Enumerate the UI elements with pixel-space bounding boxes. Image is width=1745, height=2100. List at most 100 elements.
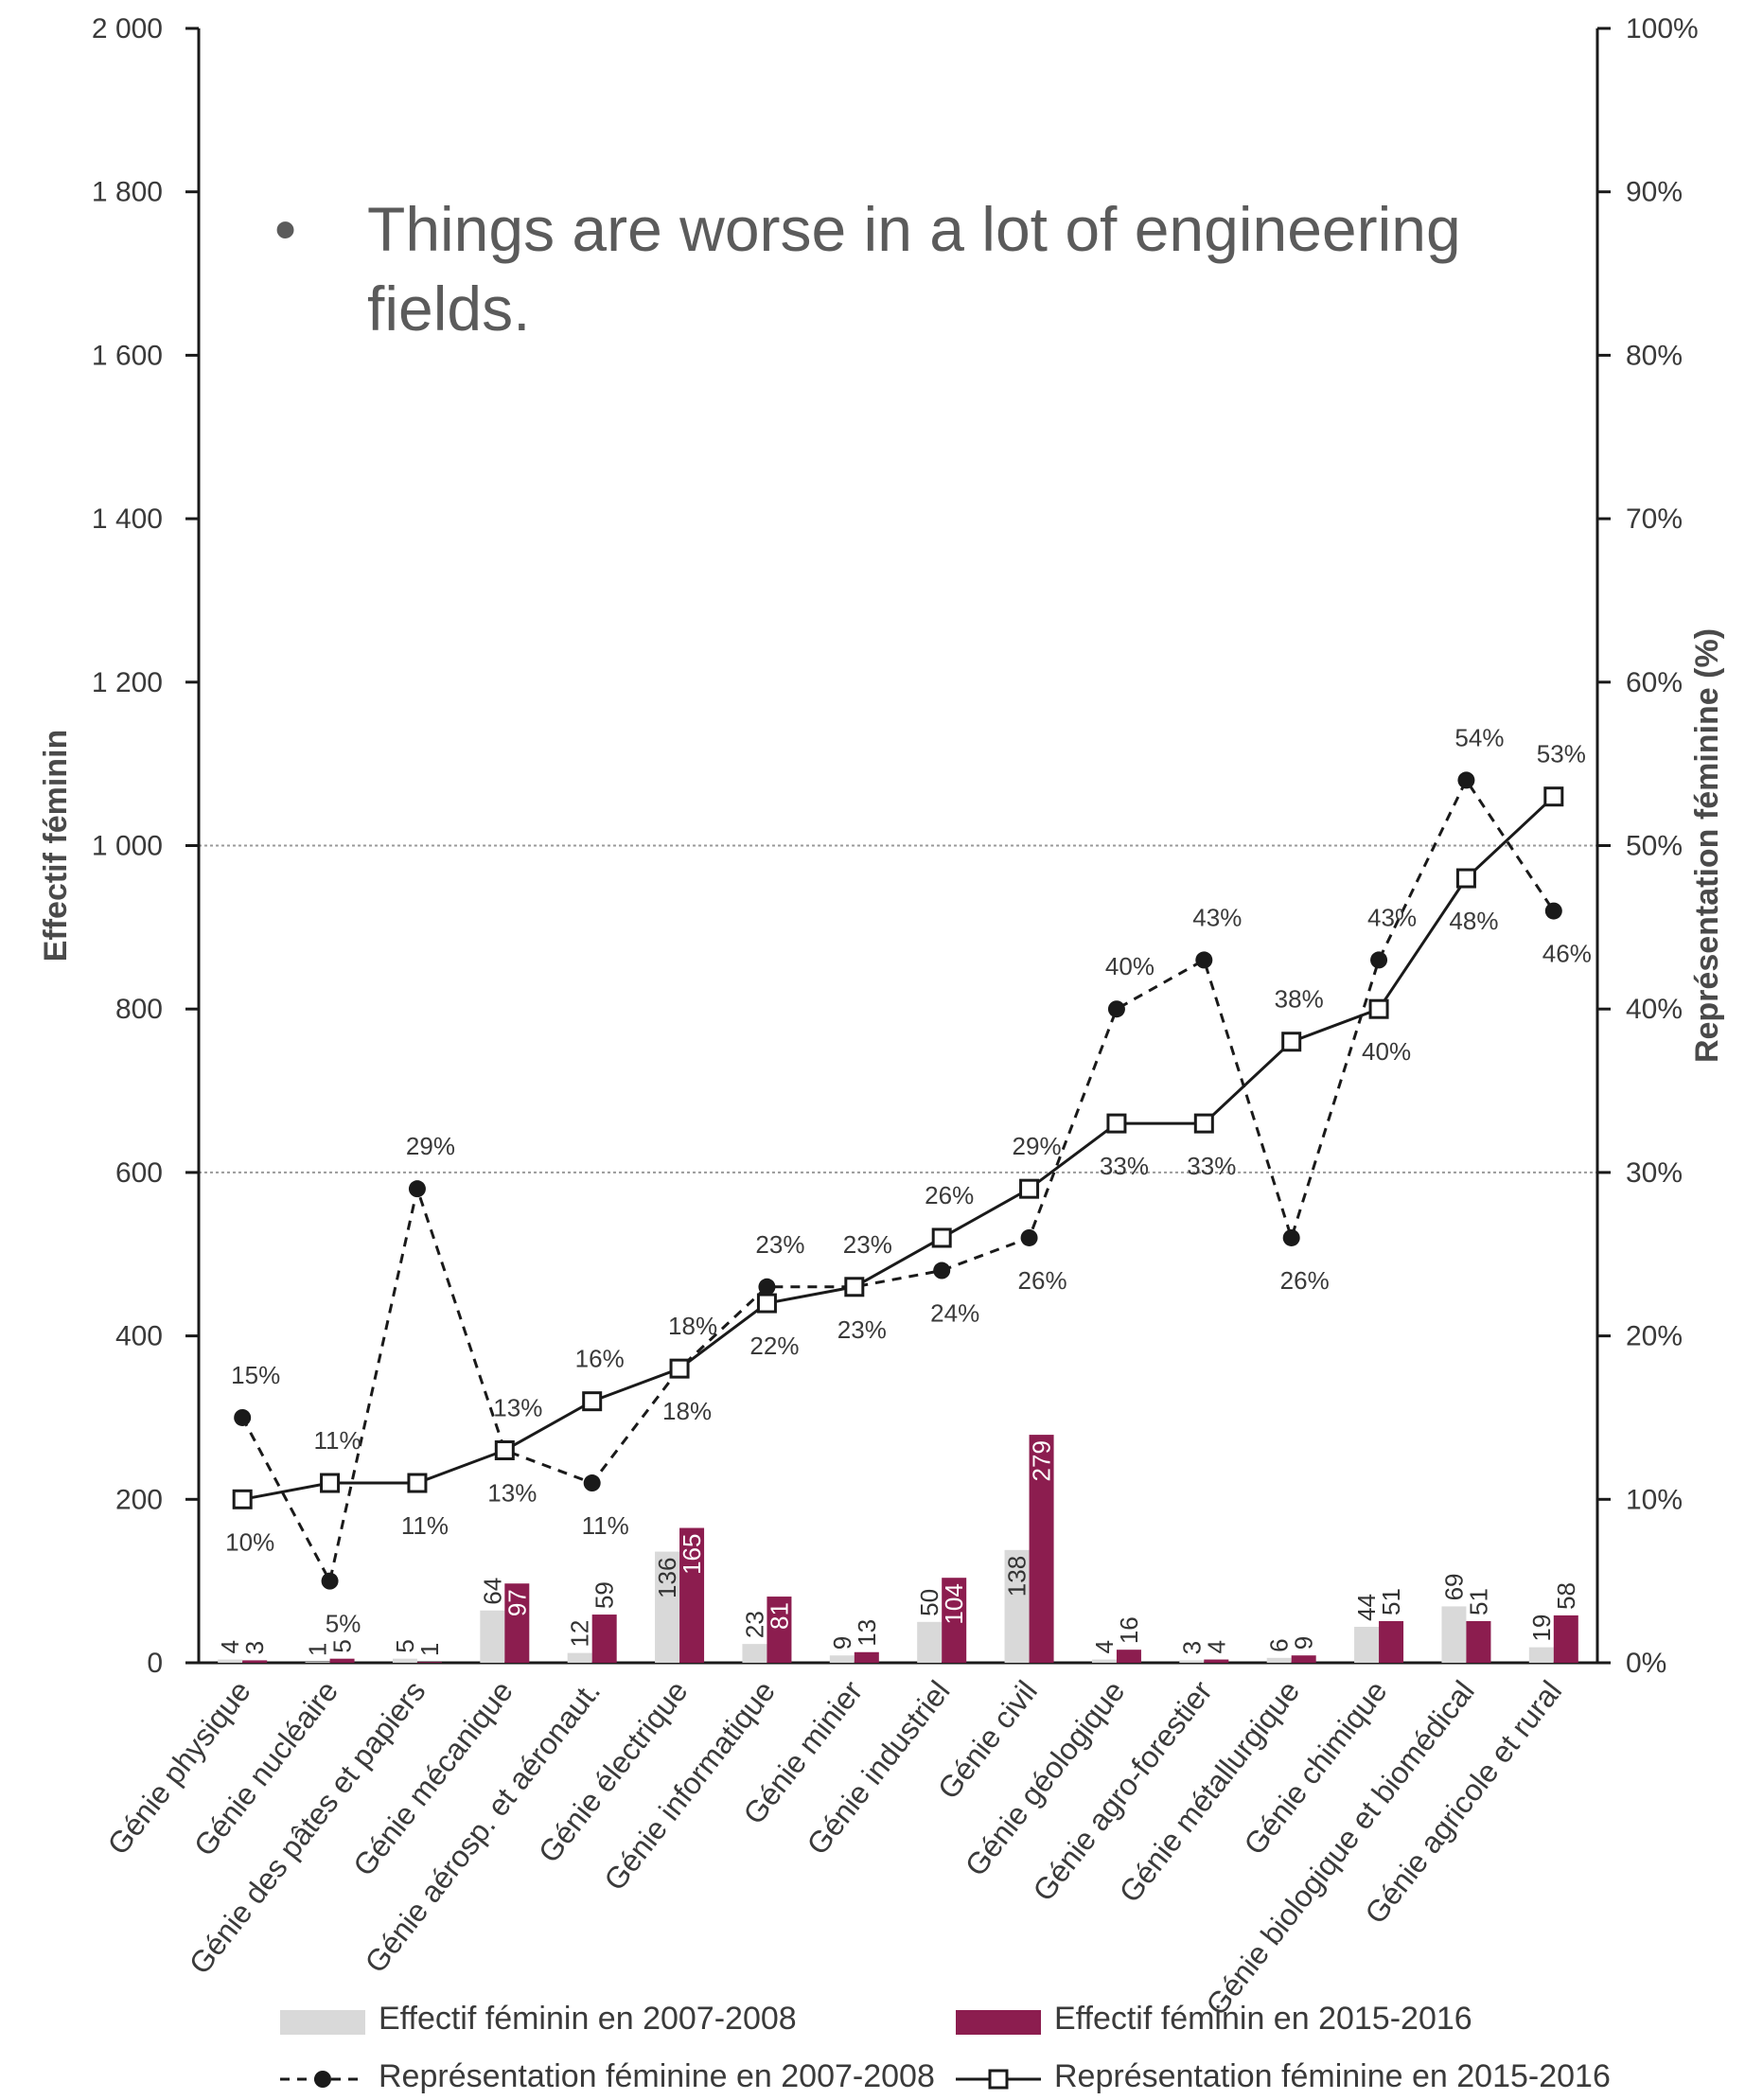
bar-label-2015: 59 bbox=[590, 1581, 619, 1609]
bar-2007 bbox=[218, 1659, 243, 1663]
bar-label-2007: 4 bbox=[1090, 1640, 1119, 1653]
y-tick-label-right: 20% bbox=[1626, 1321, 1683, 1352]
bar-2007 bbox=[305, 1662, 330, 1663]
bar-2015 bbox=[1291, 1655, 1316, 1663]
line-label-2007: 54% bbox=[1454, 723, 1504, 751]
bar-2007 bbox=[1441, 1606, 1467, 1663]
y-tick-label-left: 600 bbox=[115, 1157, 163, 1189]
bar-2007 bbox=[567, 1652, 592, 1663]
marker-2015 bbox=[844, 1277, 865, 1297]
line-label-2015: 10% bbox=[225, 1527, 274, 1556]
bar-label-2015: 4 bbox=[1202, 1640, 1230, 1653]
line-label-2015: 11% bbox=[314, 1426, 361, 1455]
marker-2007 bbox=[1020, 1228, 1038, 1246]
y-tick-label-left: 1 600 bbox=[92, 340, 163, 371]
y-tick-label-left: 800 bbox=[115, 994, 163, 1025]
bar-label-2015: 1 bbox=[415, 1643, 444, 1656]
y-tick-label-left: 400 bbox=[115, 1321, 163, 1352]
bullet-text: Things are worse in a lot of engineering… bbox=[367, 194, 1461, 344]
y-tick-label-right: 90% bbox=[1626, 177, 1683, 208]
line-label-2015: 16% bbox=[575, 1345, 625, 1373]
line-label-2007: 26% bbox=[1280, 1266, 1330, 1295]
marker-2015 bbox=[1455, 868, 1476, 889]
bar-2015 bbox=[329, 1658, 355, 1663]
bar-label-2007: 19 bbox=[1527, 1615, 1556, 1642]
bar-2007 bbox=[1266, 1657, 1292, 1663]
marker-2007 bbox=[1544, 902, 1562, 920]
marker-2015 bbox=[494, 1439, 515, 1460]
bar-2007 bbox=[655, 1551, 680, 1663]
line-label-2015: 40% bbox=[1362, 1037, 1411, 1066]
marker-2007 bbox=[1107, 1000, 1125, 1018]
bar-label-2015: 13 bbox=[853, 1619, 881, 1647]
marker-2015 bbox=[582, 1391, 603, 1412]
bar-label-2007: 136 bbox=[653, 1558, 681, 1598]
marker-2015 bbox=[1019, 1178, 1040, 1199]
line-label-2007: 11% bbox=[582, 1511, 629, 1540]
y-tick-label-right: 100% bbox=[1626, 13, 1699, 44]
bar-label-2015: 9 bbox=[1290, 1636, 1318, 1650]
y-tick-label-right: 40% bbox=[1626, 994, 1683, 1025]
bar-label-2007: 3 bbox=[1177, 1641, 1206, 1654]
line-label-2007: 18% bbox=[668, 1312, 717, 1340]
marker-2015 bbox=[232, 1489, 253, 1509]
marker-2015 bbox=[320, 1473, 341, 1493]
line-label-2015: 18% bbox=[662, 1397, 712, 1425]
bar-label-2015: 3 bbox=[240, 1641, 269, 1654]
bar-label-2015: 81 bbox=[765, 1602, 793, 1630]
bar-label-2007: 4 bbox=[216, 1640, 244, 1653]
bar-label-2015: 58 bbox=[1552, 1582, 1580, 1610]
bar-label-2015: 51 bbox=[1377, 1588, 1405, 1615]
marker-2007 bbox=[1282, 1228, 1300, 1246]
line-label-2015: 48% bbox=[1449, 907, 1498, 935]
line-2015 bbox=[241, 795, 1555, 1501]
line-label-2007: 15% bbox=[231, 1361, 280, 1389]
bar-label-2007: 50 bbox=[915, 1589, 943, 1616]
y-tick-label-right: 10% bbox=[1626, 1484, 1683, 1515]
line-label-2007: 13% bbox=[493, 1393, 542, 1421]
marker-2015 bbox=[931, 1227, 952, 1248]
line-label-2015: 53% bbox=[1537, 740, 1586, 768]
line-label-2007: 46% bbox=[1542, 940, 1592, 968]
marker-2007 bbox=[758, 1278, 776, 1296]
bar-2015 bbox=[767, 1597, 792, 1663]
bar-2015 bbox=[416, 1662, 442, 1663]
bar-2007 bbox=[1354, 1627, 1380, 1663]
bar-2007 bbox=[392, 1658, 417, 1663]
bar-label-2007: 69 bbox=[1439, 1573, 1468, 1600]
line-label-2007: 23% bbox=[755, 1230, 804, 1259]
bar-label-2007: 5 bbox=[391, 1639, 419, 1652]
marker-2015 bbox=[1543, 786, 1564, 807]
line-label-2015: 29% bbox=[1013, 1132, 1062, 1160]
line-label-2007: 40% bbox=[1105, 952, 1155, 980]
bar-2015 bbox=[591, 1615, 617, 1663]
marker-2015 bbox=[756, 1293, 777, 1314]
bar-2015 bbox=[679, 1527, 705, 1663]
y-tick-label-left: 1 400 bbox=[92, 503, 163, 535]
line-label-2007: 24% bbox=[930, 1299, 979, 1328]
marker-2007 bbox=[1457, 771, 1475, 789]
bar-label-2015: 165 bbox=[678, 1534, 706, 1575]
bar-label-2007: 9 bbox=[828, 1636, 856, 1650]
line-label-2015: 26% bbox=[925, 1181, 974, 1209]
bar-label-2015: 279 bbox=[1028, 1440, 1056, 1481]
marker-2007 bbox=[1370, 951, 1388, 969]
line-label-2007: 29% bbox=[406, 1132, 455, 1160]
y-tick-label-left: 2 000 bbox=[92, 13, 163, 44]
y-axis-title-right: Représentation féminine (%) bbox=[1689, 628, 1725, 1063]
marker-2015 bbox=[669, 1358, 690, 1379]
y-tick-label-left: 1 800 bbox=[92, 177, 163, 208]
line-label-2015: 13% bbox=[487, 1478, 537, 1507]
marker-2015 bbox=[1368, 998, 1389, 1019]
bar-2007 bbox=[829, 1655, 855, 1663]
line-label-2015: 33% bbox=[1100, 1152, 1149, 1180]
marker-2007 bbox=[408, 1180, 426, 1198]
y-tick-label-left: 1 200 bbox=[92, 667, 163, 698]
y-tick-label-right: 80% bbox=[1626, 340, 1683, 371]
bar-2007 bbox=[1528, 1647, 1554, 1663]
x-tick-label: Génie géologique bbox=[959, 1674, 1132, 1882]
bar-label-2007: 138 bbox=[1003, 1556, 1031, 1597]
marker-2015 bbox=[1106, 1113, 1127, 1134]
bar-label-2007: 64 bbox=[478, 1578, 506, 1605]
